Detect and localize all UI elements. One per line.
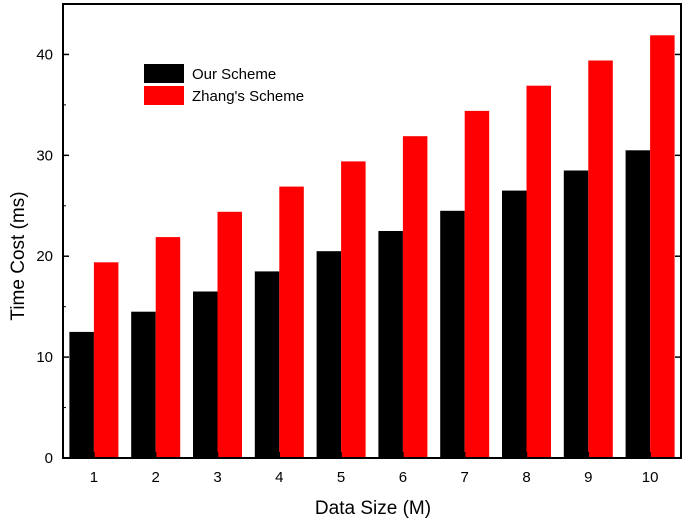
bar-our-scheme-8: [502, 190, 527, 458]
bar-our-scheme-6: [378, 231, 403, 458]
bar-zhang-s-scheme-3: [217, 211, 242, 458]
bar-zhang-s-scheme-10: [650, 35, 675, 459]
x-tick-label-1: 1: [90, 469, 98, 486]
x-tick-label-10: 10: [642, 469, 659, 486]
bar-our-scheme-7: [440, 210, 465, 458]
bar-zhang-s-scheme-2: [155, 237, 181, 458]
x-tick-label-3: 3: [213, 469, 221, 486]
legend-label-our-scheme: Our Scheme: [192, 66, 276, 83]
bar-zhang-s-scheme-7: [464, 110, 490, 459]
legend-swatch-our-scheme: [144, 64, 184, 83]
x-tick-label-2: 2: [152, 469, 160, 486]
legend-label-zhangs-scheme: Zhang's Scheme: [192, 88, 304, 105]
bar-zhang-s-scheme-5: [341, 161, 366, 458]
bar-zhang-s-scheme-8: [526, 85, 551, 458]
y-tick-label-40: 40: [36, 46, 53, 63]
axes: 0 10 20 30 40 1 2 3 4 5 6 7 8 9 10: [36, 3, 682, 486]
x-tick-label-6: 6: [399, 469, 407, 486]
bar-zhang-s-scheme-9: [588, 60, 613, 458]
x-axis-title: Data Size (M): [315, 498, 431, 519]
bar-zhang-s-scheme-1: [93, 262, 119, 458]
bar-zhang-s-scheme-4: [279, 186, 304, 458]
x-tick-label-7: 7: [461, 469, 469, 486]
x-tick-label-5: 5: [337, 469, 345, 486]
bar-our-scheme-4: [254, 271, 280, 458]
legend-swatch-zhangs-scheme: [144, 86, 184, 105]
bar-our-scheme-9: [563, 170, 589, 458]
x-tick-label-4: 4: [275, 469, 283, 486]
y-tick-label-10: 10: [36, 349, 53, 366]
y-tick-label-30: 30: [36, 147, 53, 164]
plot-frame: [62, 3, 682, 459]
bar-our-scheme-10: [625, 150, 651, 459]
y-tick-label-20: 20: [36, 248, 53, 265]
plot-area: [69, 35, 675, 459]
bar-our-scheme-1: [69, 331, 94, 458]
x-tick-label-8: 8: [522, 469, 530, 486]
y-axis-title: Time Cost (ms): [8, 191, 29, 320]
bar-our-scheme-2: [131, 311, 156, 458]
bar-our-scheme-5: [316, 251, 342, 458]
x-tick-label-9: 9: [584, 469, 592, 486]
legend: Our Scheme Zhang's Scheme: [139, 57, 337, 113]
y-tick-label-0: 0: [45, 450, 53, 467]
bar-zhang-s-scheme-6: [402, 136, 428, 458]
bar-our-scheme-3: [193, 291, 218, 458]
